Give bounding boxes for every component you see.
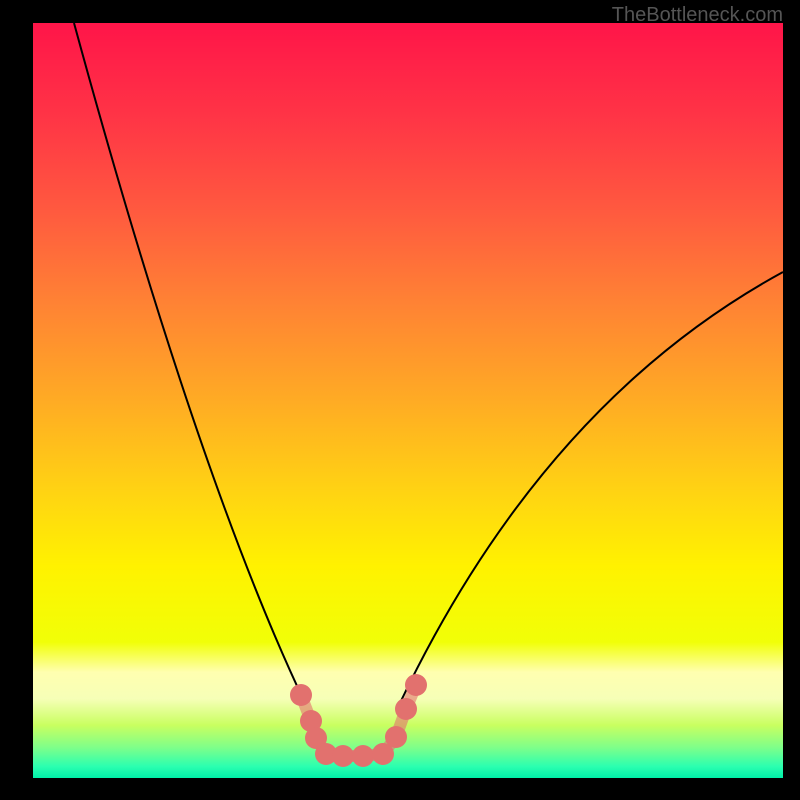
data-point xyxy=(405,674,427,696)
gradient-background xyxy=(33,23,783,778)
data-point xyxy=(352,745,374,767)
data-point xyxy=(385,726,407,748)
data-point xyxy=(395,698,417,720)
watermark-text: TheBottleneck.com xyxy=(612,4,783,27)
chart-stage: TheBottleneck.com xyxy=(0,0,800,800)
bottleneck-curve-chart xyxy=(33,23,783,778)
data-point xyxy=(290,684,312,706)
data-point xyxy=(332,745,354,767)
